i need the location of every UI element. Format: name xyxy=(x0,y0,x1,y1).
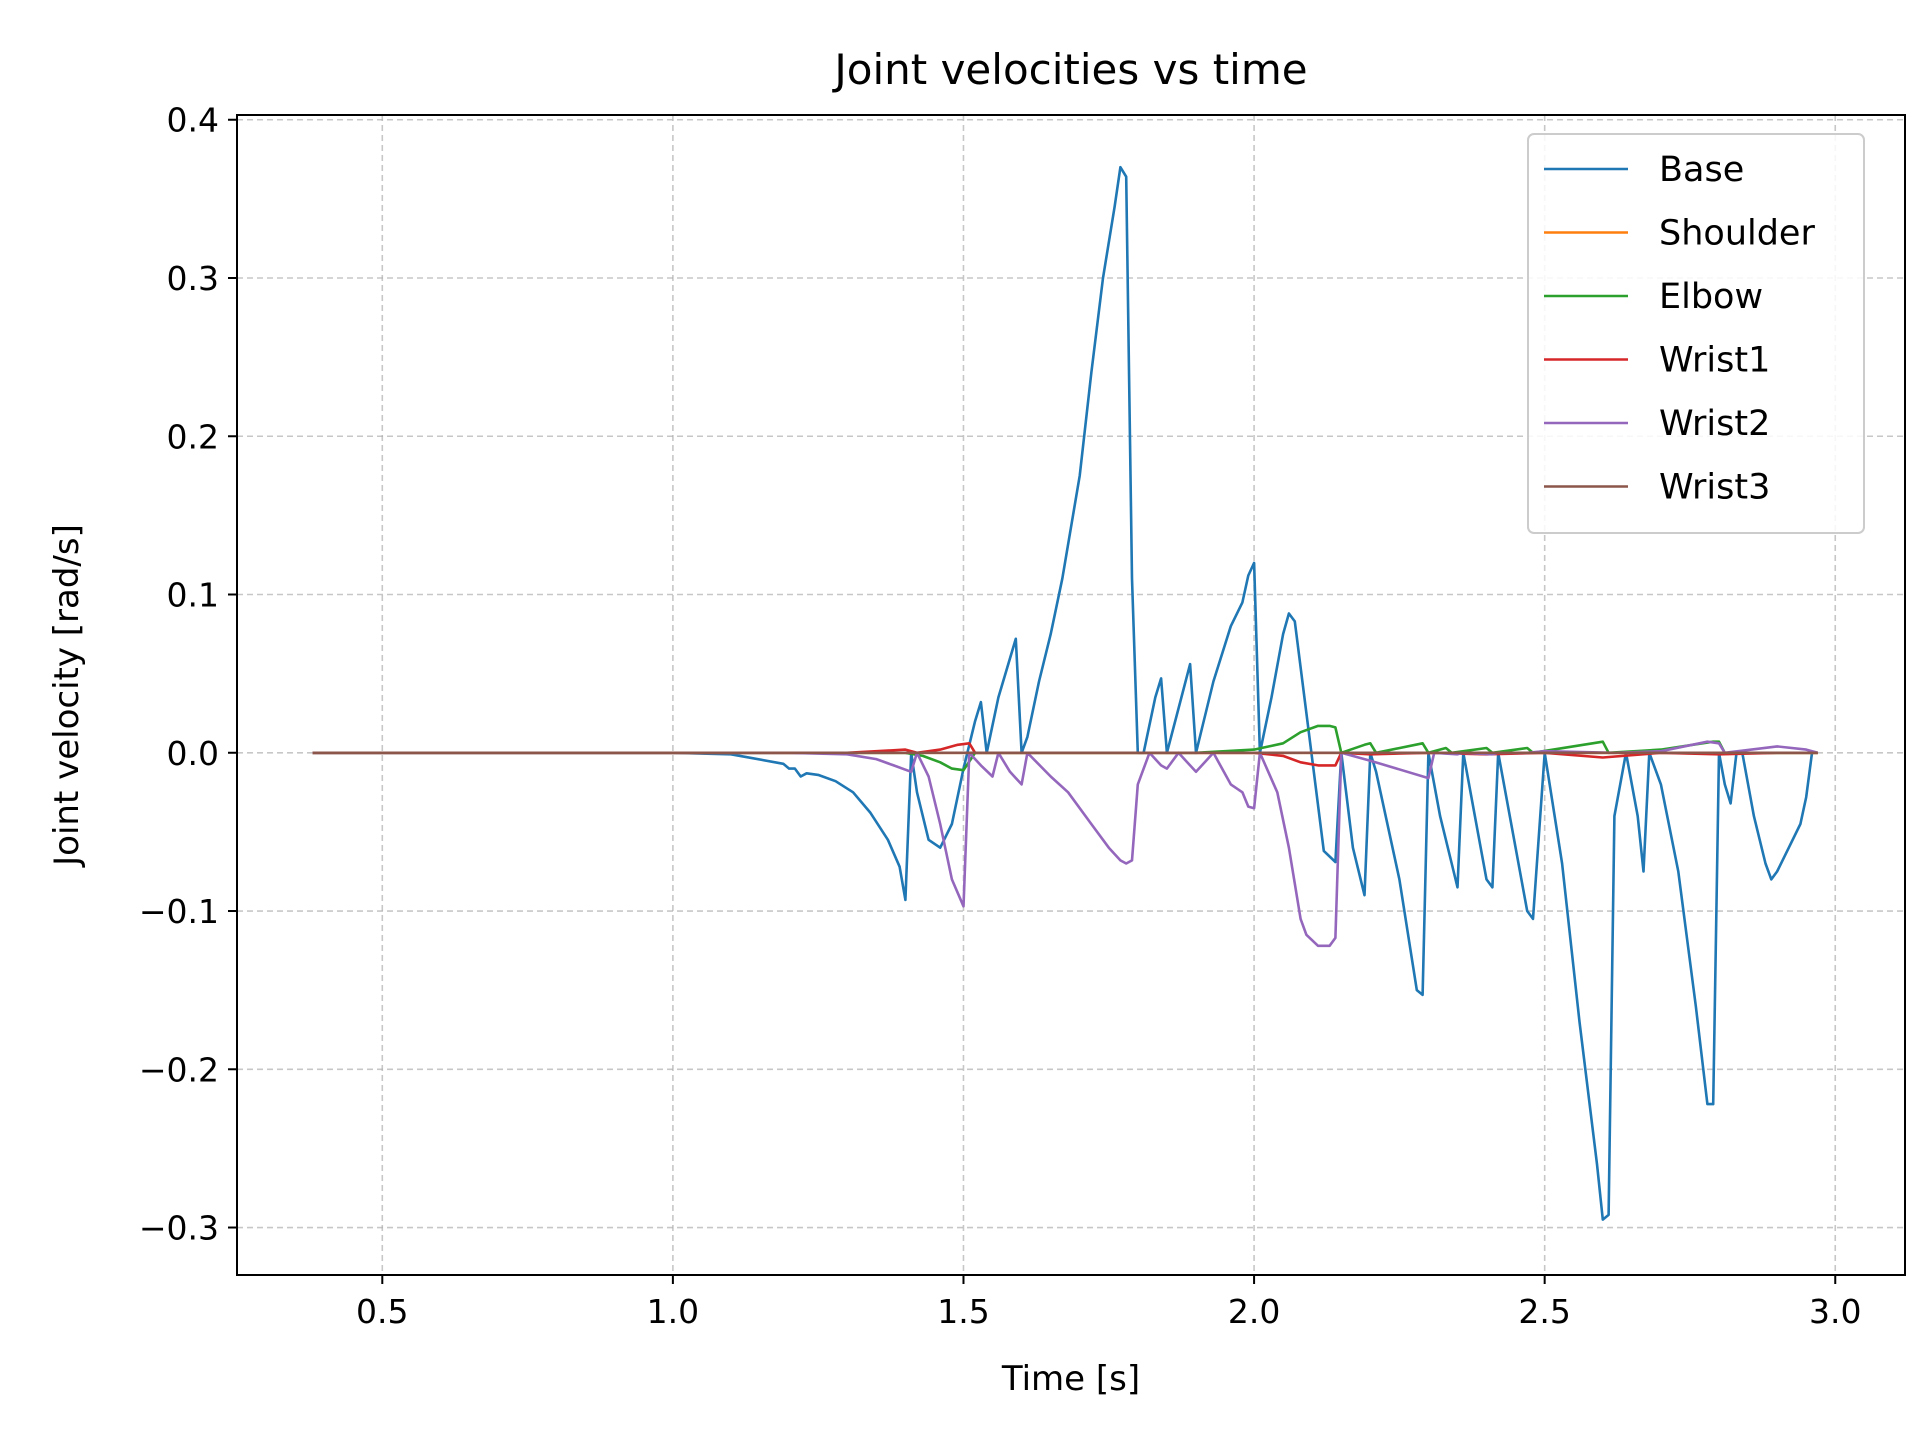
legend: Base Shoulder Elbow Wrist1 Wrist2 Wrist3 xyxy=(1527,133,1865,534)
plot-frame xyxy=(236,114,1906,1276)
legend-label: Shoulder xyxy=(1659,214,1815,254)
series-line-elbow xyxy=(312,724,1818,772)
tick-layer: 0.5 1.0 1.5 2.0 2.5 3.0 −0.3 −0.2 −0.1 0.0 0.1 0.2 0… xyxy=(139,101,1862,1331)
legend-label: Elbow xyxy=(1659,277,1763,317)
legend-label: Wrist3 xyxy=(1659,468,1770,508)
y-tick-label: 0.0 xyxy=(167,734,219,773)
x-tick-label: 3.0 xyxy=(1809,1292,1861,1331)
y-tick-label: 0.4 xyxy=(167,101,219,140)
y-tick-label: −0.3 xyxy=(139,1209,219,1248)
legend-label: Wrist2 xyxy=(1659,404,1770,444)
legend-label: Wrist1 xyxy=(1659,341,1770,381)
series-line-wrist1 xyxy=(312,741,1818,767)
x-tick-label: 1.0 xyxy=(647,1292,699,1331)
x-tick-label: 2.5 xyxy=(1518,1292,1570,1331)
legend-label: Base xyxy=(1659,150,1744,190)
x-tick-label: 1.5 xyxy=(937,1292,989,1331)
x-tick-label: 0.5 xyxy=(356,1292,408,1331)
series-layer xyxy=(312,165,1819,1221)
y-tick-label: −0.1 xyxy=(139,892,219,931)
y-tick-label: 0.3 xyxy=(167,259,219,298)
chart-title: Joint velocities vs time xyxy=(831,45,1307,94)
grid-layer xyxy=(237,115,1905,1275)
y-axis-label: Joint velocity [rad/s] xyxy=(47,524,87,868)
series-line-base xyxy=(312,165,1814,1221)
x-axis-label: Time [s] xyxy=(1001,1359,1140,1399)
y-tick-label: 0.2 xyxy=(167,417,219,456)
y-tick-label: 0.1 xyxy=(167,576,219,615)
x-tick-label: 2.0 xyxy=(1228,1292,1280,1331)
y-tick-label: −0.2 xyxy=(139,1050,219,1089)
